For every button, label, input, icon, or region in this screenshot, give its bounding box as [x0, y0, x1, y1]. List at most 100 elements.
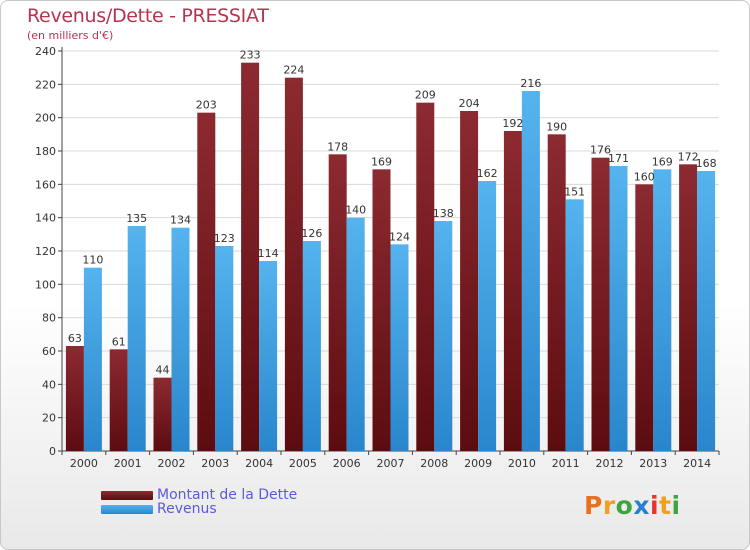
x-tick-label: 2003	[201, 457, 229, 470]
chart-title: Revenus/Dette - PRESSIAT	[27, 5, 269, 27]
data-label-dette: 169	[371, 155, 392, 168]
bar-dette	[372, 169, 391, 452]
bars	[65, 62, 716, 452]
data-label-dette: 233	[240, 49, 261, 62]
bar-revenus	[434, 221, 453, 451]
data-label-dette: 190	[546, 120, 567, 133]
bar-revenus	[390, 244, 409, 451]
bar-revenus	[521, 91, 540, 451]
y-tick-label: 40	[42, 378, 56, 391]
x-tick-label: 2013	[639, 457, 667, 470]
data-label-dette: 63	[68, 332, 82, 345]
data-label-dette: 176	[590, 144, 611, 157]
y-tick-label: 160	[35, 178, 56, 191]
data-label-revenus: 134	[170, 214, 191, 227]
x-tick-label: 2006	[333, 457, 361, 470]
logo-letter: o	[615, 491, 634, 520]
data-label-revenus: 151	[564, 185, 585, 198]
bar-dette	[635, 184, 654, 452]
logo-letter: r	[602, 491, 616, 520]
bar-revenus	[215, 246, 234, 451]
data-label-revenus: 110	[82, 254, 103, 267]
y-tick-label: 20	[42, 412, 56, 425]
data-label-dette: 178	[327, 140, 348, 153]
logo-letter: i	[671, 491, 681, 520]
data-label-revenus: 162	[477, 167, 498, 180]
bar-dette	[679, 164, 698, 452]
bar-revenus	[478, 181, 497, 451]
x-tick-label: 2001	[114, 457, 142, 470]
data-label-revenus: 123	[214, 232, 235, 245]
proxiti-logo: Proxiti	[584, 491, 681, 520]
logo-letter: t	[659, 491, 672, 520]
data-label-revenus: 138	[433, 207, 454, 220]
x-tick-label: 2014	[683, 457, 711, 470]
bar-dette	[460, 111, 479, 451]
legend-label-dette: Montant de la Dette	[157, 487, 298, 503]
x-tick-label: 2011	[552, 457, 580, 470]
x-tick-label: 2005	[289, 457, 317, 470]
data-label-dette: 224	[283, 64, 304, 77]
y-tick-label: 180	[35, 145, 56, 158]
data-label-dette: 203	[196, 99, 217, 112]
y-tick-label: 60	[42, 345, 56, 358]
bar-revenus	[127, 226, 146, 451]
y-tick-label: 0	[49, 445, 56, 458]
bar-revenus	[697, 171, 716, 451]
bar-revenus	[171, 227, 190, 451]
y-tick-label: 140	[35, 212, 56, 225]
y-tick-label: 100	[35, 278, 56, 291]
logo-letter: P	[584, 491, 603, 520]
x-tick-label: 2007	[377, 457, 405, 470]
legend-label-revenus: Revenus	[157, 501, 217, 517]
bar-revenus	[346, 217, 365, 451]
bar-revenus	[302, 241, 321, 451]
x-tick-label: 2012	[596, 457, 624, 470]
data-label-dette: 172	[678, 150, 699, 163]
y-tick-label: 120	[35, 245, 56, 258]
data-label-revenus: 140	[345, 204, 366, 217]
x-tick-label: 2008	[420, 457, 448, 470]
logo-letter: x	[633, 491, 650, 520]
y-tick-label: 220	[35, 78, 56, 91]
bar-revenus	[83, 267, 102, 451]
bar-revenus	[259, 261, 278, 451]
x-tick-label: 2010	[508, 457, 536, 470]
data-label-revenus: 135	[126, 212, 147, 225]
data-labels: 63 110 61 135 44 134 203 123 233 114 224 126 178 140 1…	[68, 49, 717, 377]
legend-item-dette: Montant de la Dette	[101, 487, 297, 503]
bar-dette	[416, 102, 435, 452]
chart-subtitle: (en milliers d'€)	[27, 29, 114, 42]
bar-dette	[153, 377, 172, 451]
bar-dette	[109, 349, 128, 451]
x-tick-label: 2009	[464, 457, 492, 470]
bar-dette	[197, 112, 216, 452]
bar-dette	[547, 134, 566, 452]
bar-dette	[284, 77, 303, 452]
data-label-revenus: 171	[608, 152, 629, 165]
legend-item-revenus: Revenus	[101, 501, 217, 517]
data-label-dette: 44	[156, 364, 170, 377]
data-label-dette: 61	[112, 335, 126, 348]
bar-dette	[503, 131, 522, 451]
data-label-revenus: 169	[652, 155, 673, 168]
y-tick-label: 240	[35, 45, 56, 58]
legend-swatch-revenus	[101, 504, 153, 514]
data-label-revenus: 126	[301, 227, 322, 240]
data-label-dette: 192	[502, 117, 523, 130]
bar-dette	[328, 154, 347, 452]
data-label-dette: 209	[415, 89, 436, 102]
bar-dette	[65, 346, 84, 451]
data-label-revenus: 216	[520, 77, 541, 90]
data-label-revenus: 114	[258, 247, 279, 260]
axes: 0 20 40 60 80 100 120 140 160 180 200 220 240 2000 200…	[35, 45, 720, 470]
data-label-dette: 160	[634, 170, 655, 183]
bar-revenus	[609, 166, 628, 451]
y-tick-label: 200	[35, 112, 56, 125]
data-label-dette: 204	[459, 97, 480, 110]
bar-revenus	[565, 199, 584, 451]
bar-dette	[591, 157, 610, 451]
data-label-revenus: 168	[696, 157, 717, 170]
y-tick-label: 80	[42, 312, 56, 325]
